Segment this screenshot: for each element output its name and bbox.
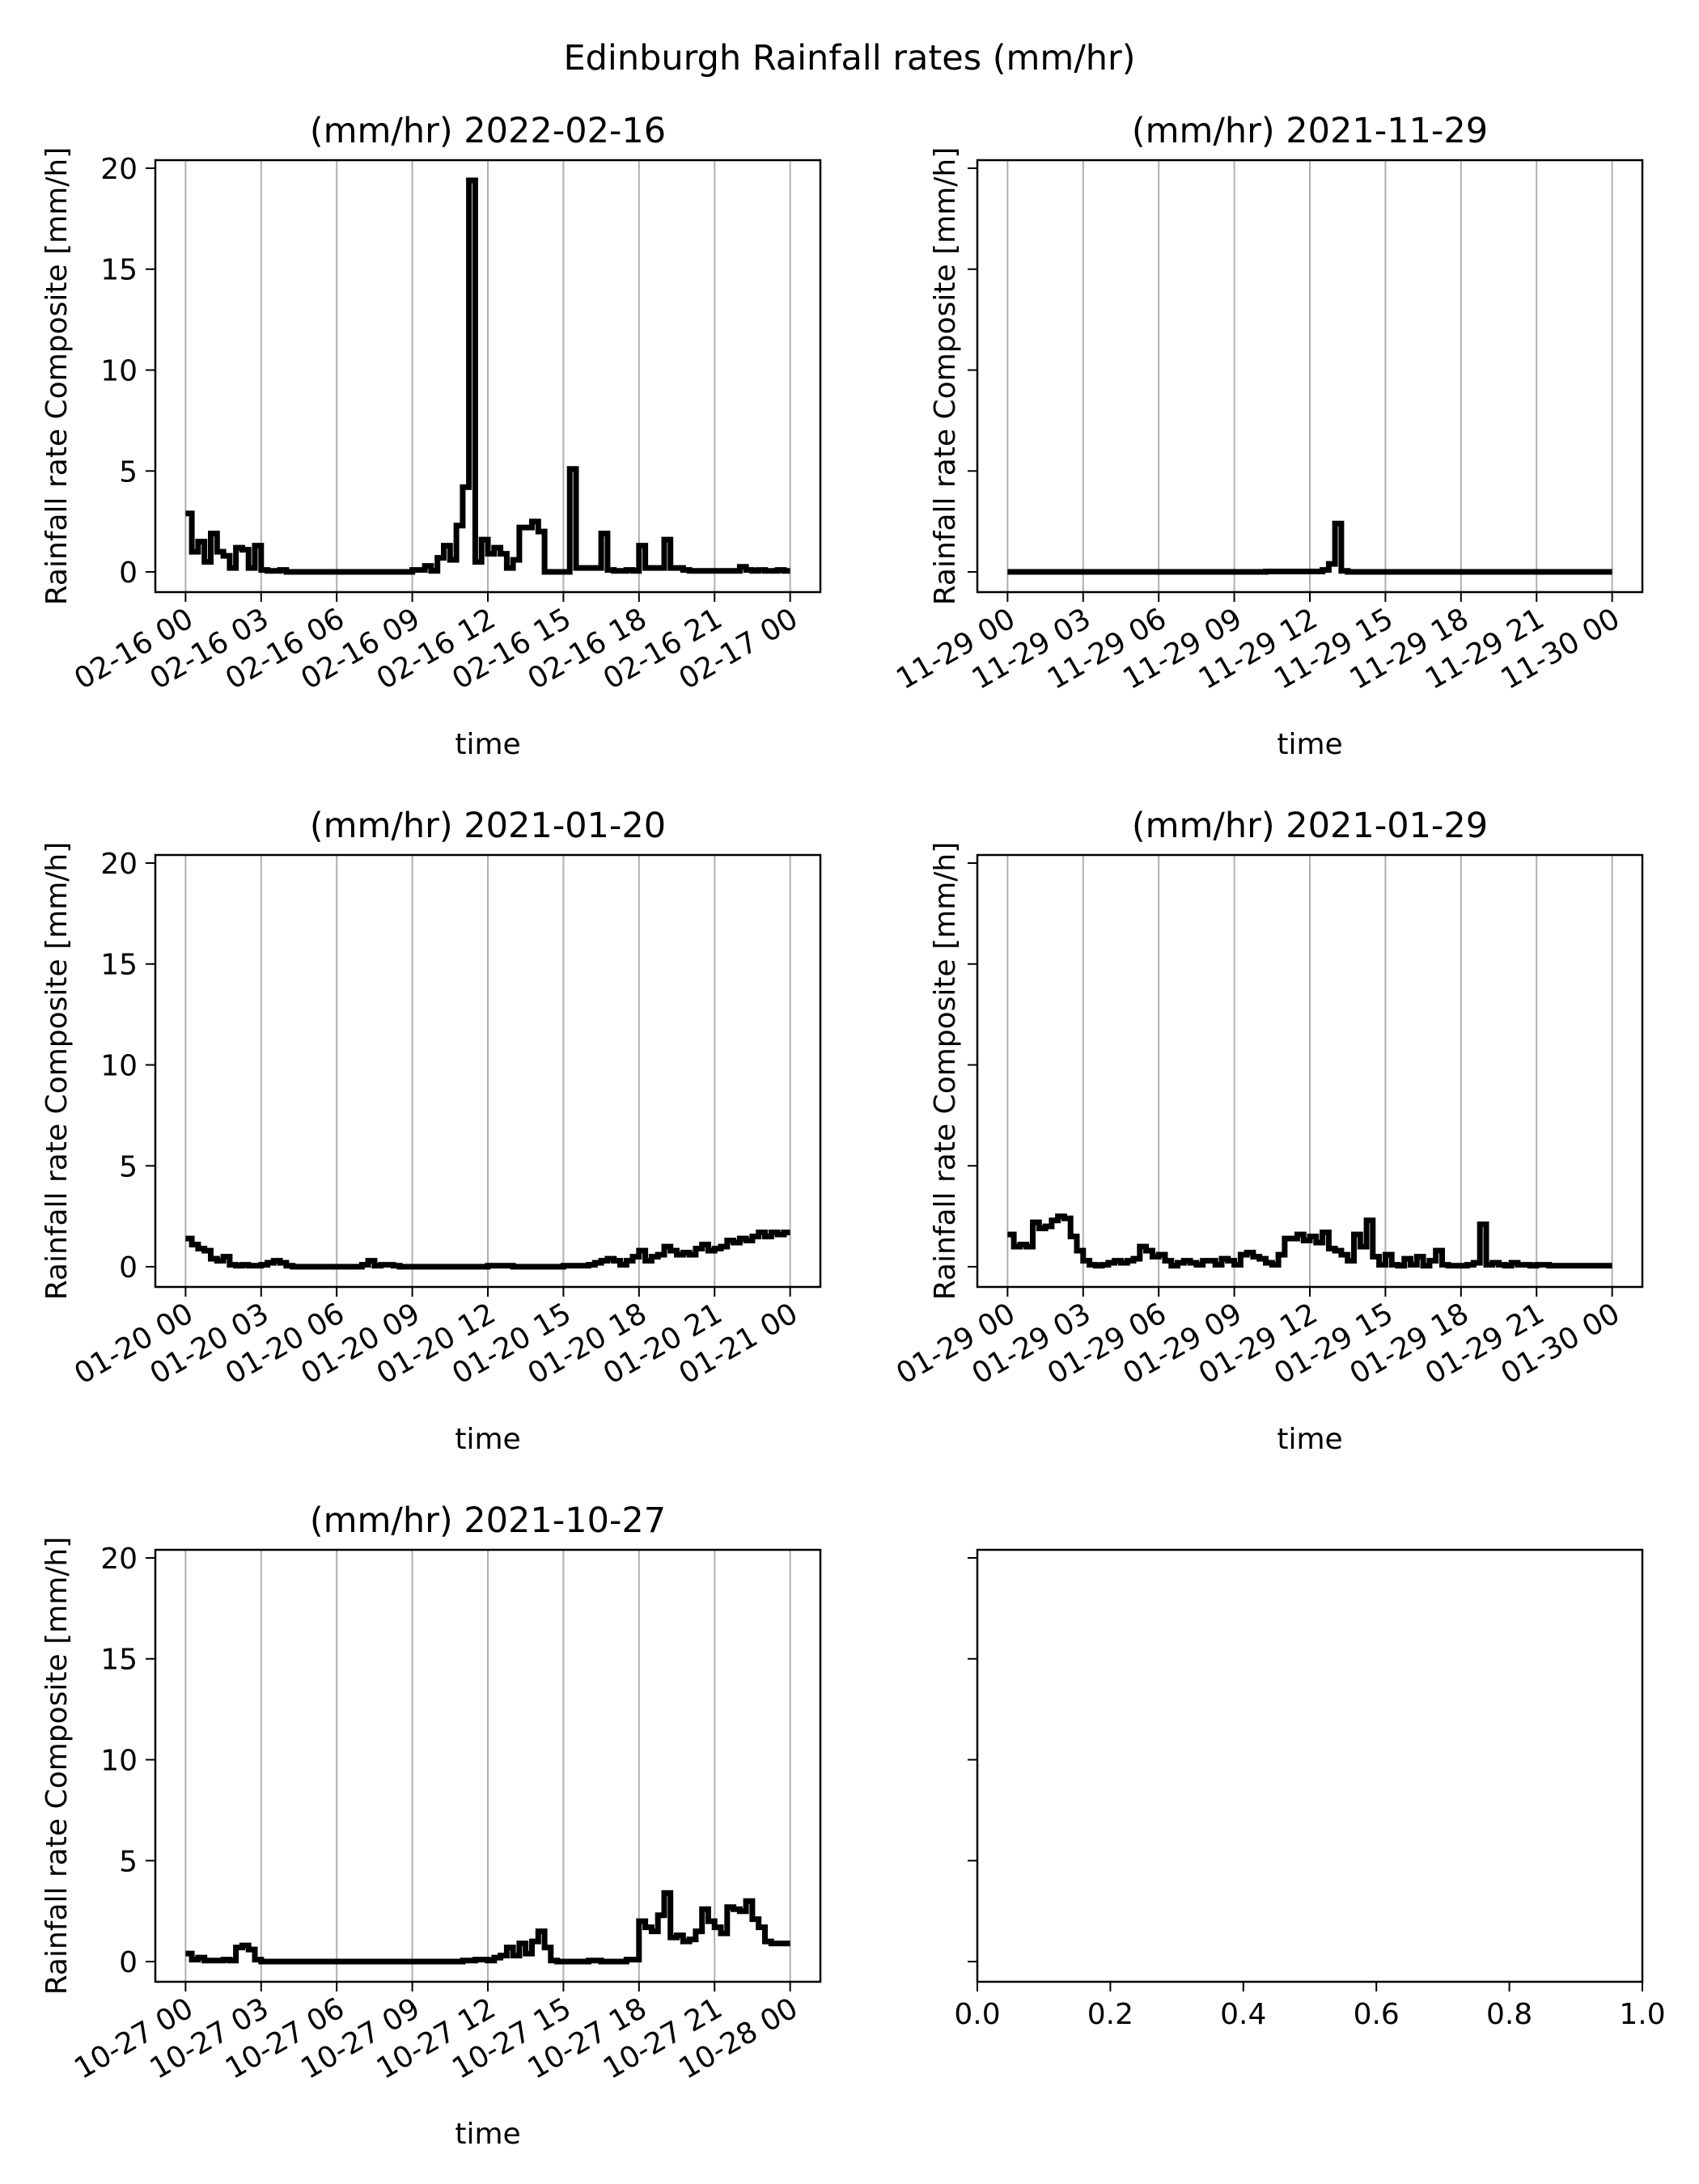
rainfall-series-line (1007, 520, 1612, 575)
x-axis-label: time (1277, 1423, 1342, 1456)
y-axis-label: Rainfall rate Composite [mm/h] (40, 1537, 74, 1996)
rainfall-series-line (185, 177, 790, 575)
y-axis-label: Rainfall rate Composite [mm/h] (929, 147, 962, 606)
x-tick-label: 0.4 (1220, 1998, 1266, 2031)
y-tick-label: 5 (119, 1845, 138, 1878)
y-axis-label: Rainfall rate Composite [mm/h] (40, 147, 74, 606)
y-tick-label: 10 (100, 355, 138, 388)
axes-frame (154, 159, 822, 594)
axes-frame (154, 1548, 822, 1983)
x-axis-label: time (455, 728, 520, 761)
figure-title: Edinburgh Rainfall rates (mm/hr) (563, 38, 1135, 78)
y-tick-label: 15 (100, 254, 138, 287)
y-tick-label: 20 (100, 848, 138, 881)
y-axis-label: Rainfall rate Composite [mm/h] (929, 842, 962, 1301)
axes-frame (976, 1548, 1644, 1983)
panel-title: (mm/hr) 2021-01-20 (310, 806, 666, 846)
y-tick-label: 15 (100, 949, 138, 982)
y-tick-label: 10 (100, 1050, 138, 1083)
y-tick-label: 5 (119, 455, 138, 489)
x-tick-label: 0.8 (1486, 1998, 1532, 2031)
panel-title: (mm/hr) 2022-02-16 (310, 111, 666, 151)
y-axis-label: Rainfall rate Composite [mm/h] (40, 842, 74, 1301)
panel-title: (mm/hr) 2021-10-27 (310, 1500, 666, 1541)
axes-frame (154, 853, 822, 1289)
x-tick-label: 1.0 (1619, 1998, 1665, 2031)
y-tick-label: 20 (100, 1543, 138, 1576)
chart-panel-6: 0.0 0.2 0.4 0.6 0.8 1.0 (954, 1548, 1666, 2031)
y-tick-label: 15 (100, 1644, 138, 1677)
rainfall-series-line (185, 1230, 790, 1270)
axes-frame (976, 159, 1644, 594)
rainfall-series-line (185, 1890, 790, 1965)
x-tick-label: 0.6 (1354, 1998, 1400, 2031)
x-tick-label: 0.2 (1087, 1998, 1133, 2031)
panel-title: (mm/hr) 2021-11-29 (1132, 111, 1488, 151)
x-axis-label: time (455, 1423, 520, 1456)
y-tick-label: 20 (100, 153, 138, 186)
rainfall-series-line (1007, 1213, 1612, 1269)
panel-title: (mm/hr) 2021-01-29 (1132, 806, 1488, 846)
x-axis-label: time (455, 2118, 520, 2151)
x-tick-label: 0.0 (954, 1998, 1000, 2031)
y-tick-label: 0 (119, 1946, 138, 1979)
y-tick-label: 0 (119, 557, 138, 590)
x-axis-label: time (1277, 728, 1342, 761)
y-tick-label: 10 (100, 1745, 138, 1778)
y-tick-label: 5 (119, 1150, 138, 1183)
y-tick-label: 0 (119, 1251, 138, 1285)
axes-frame (976, 853, 1644, 1289)
